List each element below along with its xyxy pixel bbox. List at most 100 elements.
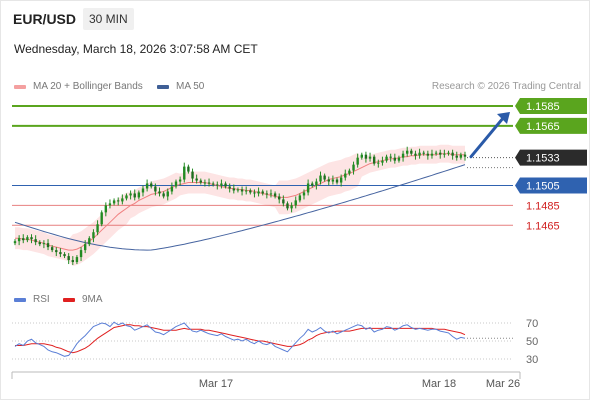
candle-body	[265, 193, 269, 195]
forecast-arrowhead	[497, 111, 510, 124]
candle-body	[389, 156, 392, 158]
rsi-ma-legend: 9MA	[63, 294, 103, 305]
candle-body	[447, 152, 450, 154]
candle-body	[117, 200, 120, 202]
candle-body	[410, 150, 413, 154]
candle-body	[145, 183, 149, 189]
candle-body	[83, 244, 87, 251]
ma50-swatch	[157, 84, 169, 89]
candle-body	[38, 242, 41, 245]
candle-body	[17, 238, 21, 242]
candle-body	[393, 157, 397, 161]
rsi-tick-label: 50	[526, 336, 538, 348]
level-label-box	[515, 117, 587, 134]
candle-body	[129, 193, 132, 196]
candle-body	[46, 243, 50, 248]
candle-body	[463, 154, 467, 157]
candle-body	[178, 179, 182, 182]
candle-body	[121, 198, 124, 202]
candle-body	[311, 183, 314, 186]
candle-body	[443, 153, 446, 155]
candle-body	[273, 193, 277, 197]
candle-body	[348, 170, 351, 174]
rsi-tick-label: 30	[526, 354, 538, 366]
candle-body	[455, 155, 458, 158]
candle-body	[112, 200, 116, 204]
candle-body	[397, 157, 401, 161]
candle-body	[422, 152, 425, 154]
candle-body	[294, 200, 297, 206]
level-label-support: 1.1465	[526, 220, 560, 232]
candle-body	[96, 224, 99, 233]
candle-body	[92, 232, 95, 239]
candle-body	[327, 179, 330, 182]
forecast-arrow	[469, 115, 506, 159]
candle-body	[352, 164, 355, 171]
candle-body	[59, 252, 62, 255]
candle-body	[220, 183, 223, 186]
candle-body	[290, 205, 293, 209]
level-label-pivot: 1.1505	[526, 181, 560, 193]
candle-body	[108, 203, 112, 206]
candle-body	[216, 184, 219, 186]
candle-body	[133, 193, 136, 198]
candle-body	[174, 181, 178, 187]
candle-body	[240, 189, 244, 192]
candle-body	[364, 154, 368, 159]
candle-body	[439, 152, 442, 155]
candle-body	[434, 152, 438, 154]
candle-body	[170, 186, 174, 192]
timeframe-badge[interactable]: 30 MIN	[83, 8, 134, 30]
candle-body	[232, 188, 236, 191]
candle-body	[13, 241, 17, 244]
level-label-box	[515, 177, 587, 194]
candle-body	[71, 260, 74, 263]
candle-body	[224, 183, 227, 187]
candle-body	[418, 152, 421, 156]
bollinger-band	[15, 144, 465, 266]
candle-body	[298, 195, 302, 201]
candle-body	[88, 238, 91, 245]
candle-body	[30, 237, 33, 240]
datetime-label: Wednesday, March 18, 2026 3:07:58 AM CET	[14, 42, 258, 56]
candle-body	[22, 238, 25, 241]
candle-body	[430, 153, 434, 156]
ma50-legend-label: MA 50	[176, 81, 205, 92]
candle-body	[306, 183, 310, 193]
candle-body	[158, 191, 161, 194]
candle-body	[414, 153, 417, 156]
candle-body	[381, 160, 384, 163]
candle-body	[368, 156, 372, 159]
candle-body	[339, 177, 343, 183]
candle-body	[451, 152, 454, 156]
candle-body	[207, 182, 211, 184]
candle-body	[244, 190, 248, 192]
candle-body	[372, 156, 376, 164]
candle-body	[199, 180, 202, 183]
candle-body	[228, 186, 231, 189]
x-tick-label: Mar 26	[486, 378, 520, 390]
candle-body	[166, 191, 169, 197]
candle-body	[67, 256, 70, 261]
candle-body	[249, 190, 252, 193]
rsi-ma-legend-label: 9MA	[82, 294, 103, 305]
symbol-title: EUR/USD	[13, 11, 77, 27]
candle-body	[236, 189, 240, 191]
x-tick-label: Mar 17	[199, 378, 233, 390]
rsi-tick-label: 70	[526, 318, 538, 330]
candle-body	[406, 150, 409, 154]
candle-body	[278, 196, 281, 200]
rsi-swatch	[14, 297, 26, 302]
candle-body	[100, 212, 103, 225]
candle-body	[63, 254, 66, 257]
ma20-swatch	[14, 84, 26, 89]
research-credit: Research © 2026 Trading Central	[431, 81, 581, 92]
candle-body	[183, 166, 186, 180]
candle-body	[125, 195, 128, 199]
level-label-current: 1.1533	[526, 153, 560, 165]
candle-body	[162, 193, 165, 197]
rsi-ma-line	[15, 324, 466, 354]
rsi-line	[14, 321, 466, 357]
candle-body	[286, 203, 289, 209]
